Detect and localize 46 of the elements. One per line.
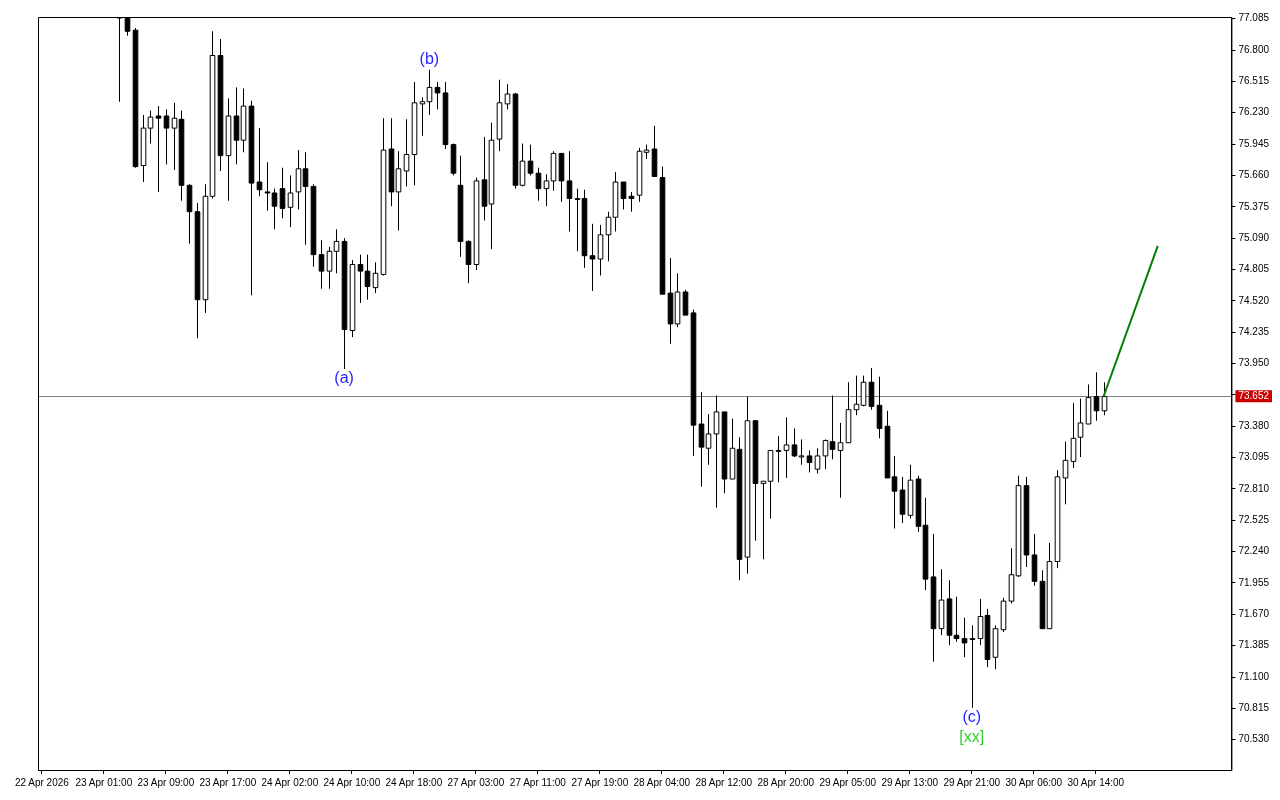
ref-line-label: 73.652 [1238, 390, 1270, 402]
annotation: (c) [962, 708, 982, 726]
x-tick-label: 28 Apr 20:00 [757, 776, 815, 788]
y-tick-label: 75.375 [1238, 200, 1270, 212]
y-tick-label: 71.100 [1238, 670, 1270, 682]
x-tick-label: 27 Apr 03:00 [447, 776, 505, 788]
annotation: (b) [419, 50, 440, 68]
y-tick-label: 72.240 [1238, 545, 1270, 557]
x-tick-label: 23 Apr 09:00 [137, 776, 195, 788]
y-tick-label: 70.815 [1238, 702, 1270, 714]
y-tick-label: 76.800 [1238, 43, 1270, 55]
y-tick-label: 74.805 [1238, 263, 1270, 275]
y-tick-label: 72.525 [1238, 514, 1270, 526]
y-tick-label: 73.095 [1238, 451, 1270, 463]
x-tick-label: 27 Apr 11:00 [509, 776, 567, 788]
annotation: (a) [334, 369, 354, 387]
x-tick-label: 24 Apr 18:00 [385, 776, 443, 788]
y-tick-label: 75.090 [1238, 231, 1270, 243]
y-tick-label: 74.520 [1238, 294, 1270, 306]
y-tick-label: 76.515 [1238, 75, 1270, 87]
y-tick-label: 70.530 [1238, 733, 1270, 745]
x-tick-label: 27 Apr 19:00 [571, 776, 629, 788]
x-tick-label: 30 Apr 14:00 [1067, 776, 1125, 788]
x-tick-label: 22 Apr 2026 [14, 776, 70, 788]
y-tick-label: 71.385 [1238, 639, 1270, 651]
x-tick-label: 30 Apr 06:00 [1005, 776, 1063, 788]
annotation: [xx] [959, 728, 985, 746]
x-tick-label: 29 Apr 13:00 [881, 776, 939, 788]
y-tick-label: 76.230 [1238, 106, 1270, 118]
y-tick-label: 77.085 [1238, 12, 1270, 24]
y-tick-label: 73.950 [1238, 357, 1270, 369]
x-tick-label: 29 Apr 21:00 [943, 776, 1001, 788]
x-tick-label: 23 Apr 01:00 [75, 776, 133, 788]
y-tick-label: 75.945 [1238, 137, 1270, 149]
x-tick-label: 24 Apr 02:00 [261, 776, 319, 788]
x-tick-label: 24 Apr 10:00 [323, 776, 381, 788]
y-tick-label: 75.660 [1238, 169, 1270, 181]
y-tick-label: 72.810 [1238, 482, 1270, 494]
y-tick-label: 74.235 [1238, 325, 1270, 337]
x-tick-label: 28 Apr 12:00 [695, 776, 753, 788]
y-tick-label: 71.955 [1238, 576, 1270, 588]
x-tick-label: 29 Apr 05:00 [819, 776, 877, 788]
y-tick-label: 73.380 [1238, 419, 1270, 431]
y-tick-label: 71.670 [1238, 608, 1270, 620]
x-tick-label: 28 Apr 04:00 [633, 776, 691, 788]
x-tick-label: 23 Apr 17:00 [199, 776, 257, 788]
